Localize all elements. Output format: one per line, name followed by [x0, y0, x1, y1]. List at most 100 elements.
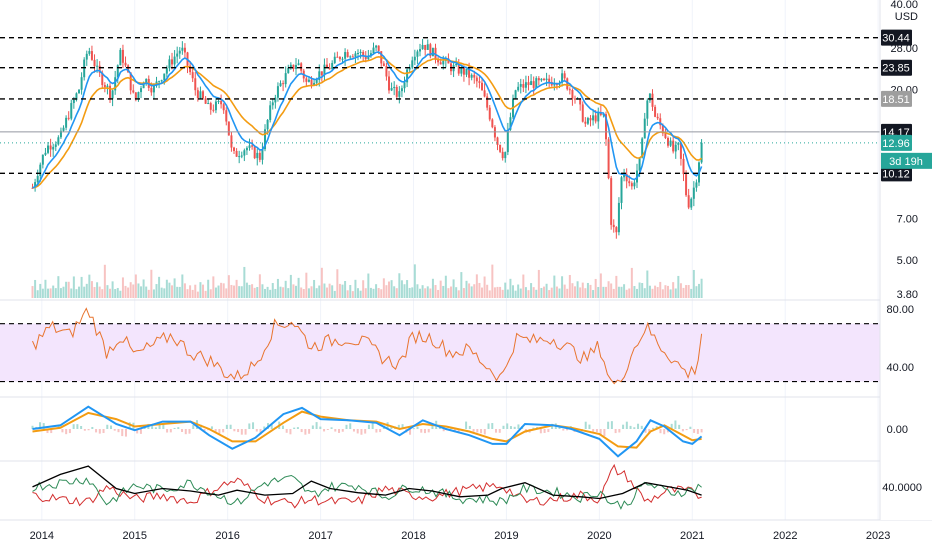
macd-histogram-bar [502, 425, 505, 429]
candle-body [307, 79, 310, 82]
volume-bar [351, 291, 354, 298]
candle-body [276, 86, 279, 98]
candle-body [199, 91, 202, 99]
candle-body [85, 53, 88, 60]
volume-bar [145, 286, 148, 298]
candle-body [524, 82, 527, 88]
volume-bar [667, 285, 670, 298]
price-tag-label: 10.12 [882, 168, 910, 180]
candle-body [134, 92, 137, 100]
macd-line [32, 405, 703, 458]
volume-bar [548, 290, 551, 298]
volume-bar [558, 288, 561, 298]
macd-histogram-bar [517, 424, 520, 429]
candle-body [398, 91, 401, 97]
volume-bar [235, 279, 238, 298]
candle-body [605, 114, 608, 140]
candle-body [431, 47, 434, 57]
volume-bar [700, 278, 703, 298]
macd-histogram-bar [80, 425, 83, 429]
candle-body [62, 127, 65, 131]
macd-histogram-bar [648, 429, 651, 434]
volume-bar [633, 286, 636, 298]
candle-body [504, 152, 507, 159]
candle-body [641, 138, 644, 158]
volume-bar [545, 283, 548, 298]
volume-bar [127, 287, 130, 298]
volume-bar [612, 288, 615, 298]
volume-bar [261, 284, 264, 298]
volume-bar [426, 286, 429, 298]
volume-bar [576, 281, 579, 298]
volume-bar [664, 285, 667, 298]
candle-body [137, 92, 140, 100]
volume-bar [499, 286, 502, 298]
volume-bar [530, 283, 533, 298]
volume-bar [176, 286, 179, 298]
volume-bar [512, 285, 515, 298]
macd-histogram-bar [106, 424, 109, 429]
macd-histogram-bar [532, 427, 535, 429]
macd-histogram-bar [326, 429, 329, 430]
volume-bar [336, 269, 339, 298]
candle-body [171, 59, 174, 65]
macd-histogram-bar [547, 429, 550, 433]
volume-bar [434, 285, 437, 298]
volume-bar [690, 288, 693, 298]
macd-histogram-bar [319, 426, 322, 429]
macd-histogram-bar [240, 429, 243, 435]
volume-bar [233, 285, 236, 298]
volume-bar [178, 286, 181, 298]
price-axis-labels[interactable]: 40.0028.0020.007.005.003.8080.0040.000.0… [882, 0, 922, 494]
rsi-axis-tick: 80.00 [886, 304, 914, 316]
candle-body [630, 183, 633, 187]
macd-histogram-bar [401, 424, 404, 429]
macd-histogram-bar [685, 429, 688, 431]
candle-body [475, 77, 478, 82]
macd-histogram-bar [491, 423, 494, 429]
volume-bar [258, 274, 261, 298]
volume-bar [674, 288, 677, 298]
macd-histogram-bar [184, 429, 187, 435]
time-axis[interactable]: 2014 2015 2016 2017 2018 2019 2020 2021 2022 2023 [30, 530, 891, 542]
candle-body [269, 105, 272, 120]
candle-body [116, 65, 119, 78]
candle-body [209, 103, 212, 110]
candle-body [406, 69, 409, 83]
candle-body [160, 80, 163, 82]
macd-histogram-bar [42, 423, 45, 429]
countdown-tag [881, 152, 932, 169]
candle-body [695, 182, 698, 188]
volume-bar [468, 283, 471, 298]
candle-body [39, 164, 42, 176]
volume-bar [672, 282, 675, 298]
candle-body [295, 65, 298, 70]
candle-body [447, 58, 450, 64]
volume-bar [615, 275, 618, 298]
macd-histogram-bar [360, 429, 363, 435]
macd-layer [31, 405, 703, 458]
candle-body [41, 154, 44, 165]
candle-body [178, 50, 181, 54]
macd-histogram-bar [95, 429, 98, 433]
candle-body [333, 56, 336, 63]
volume-bar [506, 289, 509, 298]
volume-bar [496, 286, 499, 298]
macd-histogram-bar [566, 429, 569, 431]
macd-histogram-bar [46, 429, 49, 434]
macd-histogram-bar [192, 425, 195, 429]
volume-bar [279, 286, 282, 298]
time-axis-tick: 2023 [866, 530, 890, 542]
volume-bar [165, 279, 168, 298]
candle-body [127, 65, 130, 73]
volume-bar [57, 276, 60, 298]
volume-bar [78, 286, 81, 298]
candle-body [672, 140, 675, 152]
candle-body [202, 91, 205, 99]
macd-histogram-bar [334, 429, 337, 432]
candle-body [305, 78, 308, 82]
time-axis-tick: 2015 [122, 530, 146, 542]
candle-body [561, 73, 564, 83]
